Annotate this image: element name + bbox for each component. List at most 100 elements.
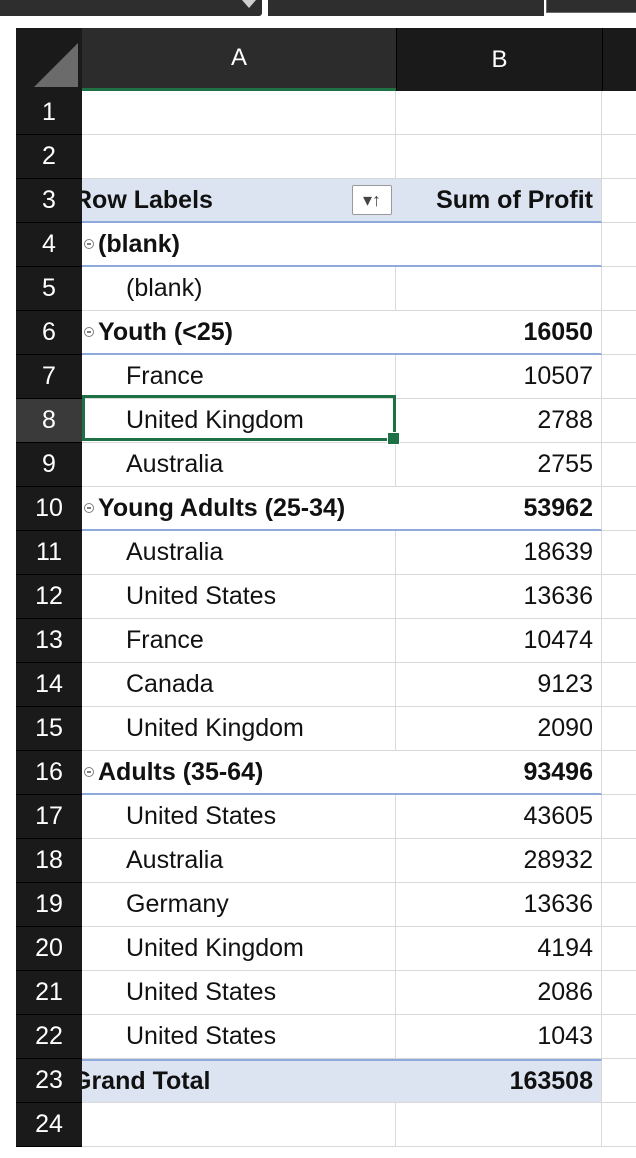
cell-c[interactable] bbox=[602, 91, 636, 135]
row-header[interactable]: 19 bbox=[16, 883, 82, 927]
formula-bar[interactable] bbox=[268, 0, 544, 16]
cell-c[interactable] bbox=[602, 487, 636, 531]
cell-c[interactable] bbox=[602, 399, 636, 443]
cell-a[interactable]: United States bbox=[82, 971, 396, 1015]
cell-b[interactable]: 1043 bbox=[396, 1015, 602, 1059]
select-all-button[interactable] bbox=[16, 28, 83, 91]
collapse-minus-icon[interactable] bbox=[84, 239, 94, 249]
row-header[interactable]: 8 bbox=[16, 399, 82, 443]
name-box[interactable] bbox=[0, 0, 262, 16]
cell-c[interactable] bbox=[602, 1059, 636, 1103]
row-header[interactable]: 15 bbox=[16, 707, 82, 751]
cell-c[interactable] bbox=[602, 971, 636, 1015]
row-header[interactable]: 22 bbox=[16, 1015, 82, 1059]
cell-b[interactable]: 16050 bbox=[396, 311, 602, 355]
cell-b[interactable]: 93496 bbox=[396, 751, 602, 795]
cell-b[interactable]: Sum of Profit bbox=[396, 179, 602, 223]
cell-a[interactable]: Australia bbox=[82, 839, 396, 883]
row-header[interactable]: 2 bbox=[16, 135, 82, 179]
row-header[interactable]: 6 bbox=[16, 311, 82, 355]
cell-b[interactable] bbox=[396, 1103, 602, 1147]
row-header[interactable]: 23 bbox=[16, 1059, 82, 1103]
cell-a[interactable]: Germany bbox=[82, 883, 396, 927]
cell-a[interactable]: (blank) bbox=[82, 267, 396, 311]
cell-c[interactable] bbox=[602, 223, 636, 267]
cell-b[interactable]: 18639 bbox=[396, 531, 602, 575]
cell-c[interactable] bbox=[602, 619, 636, 663]
cell-c[interactable] bbox=[602, 707, 636, 751]
cell-b[interactable]: 2090 bbox=[396, 707, 602, 751]
cell-c[interactable] bbox=[602, 1103, 636, 1147]
cell-c[interactable] bbox=[602, 531, 636, 575]
cell-a[interactable]: Young Adults (25-34) bbox=[82, 487, 396, 531]
cell-b[interactable]: 13636 bbox=[396, 883, 602, 927]
formula-bar-right[interactable] bbox=[546, 0, 636, 13]
cell-b[interactable]: 13636 bbox=[396, 575, 602, 619]
cell-a[interactable]: Australia bbox=[82, 531, 396, 575]
column-header-c[interactable] bbox=[602, 28, 636, 91]
cell-c[interactable] bbox=[602, 575, 636, 619]
row-header[interactable]: 5 bbox=[16, 267, 82, 311]
row-header[interactable]: 24 bbox=[16, 1103, 82, 1147]
row-header[interactable]: 14 bbox=[16, 663, 82, 707]
row-header[interactable]: 11 bbox=[16, 531, 82, 575]
row-header[interactable]: 7 bbox=[16, 355, 82, 399]
cell-b[interactable] bbox=[396, 135, 602, 179]
cell-b[interactable]: 43605 bbox=[396, 795, 602, 839]
cell-a[interactable]: (blank) bbox=[82, 223, 396, 267]
cell-b[interactable]: 2788 bbox=[396, 399, 602, 443]
cell-b[interactable] bbox=[396, 223, 602, 267]
cell-c[interactable] bbox=[602, 179, 636, 223]
cell-a[interactable]: Canada bbox=[82, 663, 396, 707]
cell-a[interactable]: United States bbox=[82, 795, 396, 839]
cell-c[interactable] bbox=[602, 1015, 636, 1059]
cell-b[interactable] bbox=[396, 91, 602, 135]
row-header[interactable]: 10 bbox=[16, 487, 82, 531]
cell-b[interactable]: 4194 bbox=[396, 927, 602, 971]
cell-b[interactable]: 10507 bbox=[396, 355, 602, 399]
cell-c[interactable] bbox=[602, 883, 636, 927]
column-header-a[interactable]: A bbox=[82, 28, 396, 91]
cell-a[interactable]: United States bbox=[82, 1015, 396, 1059]
cell-b[interactable]: 163508 bbox=[396, 1059, 602, 1103]
row-header[interactable]: 20 bbox=[16, 927, 82, 971]
collapse-minus-icon[interactable] bbox=[84, 327, 94, 337]
cell-c[interactable] bbox=[602, 839, 636, 883]
row-header[interactable]: 9 bbox=[16, 443, 82, 487]
cell-c[interactable] bbox=[602, 355, 636, 399]
cell-b[interactable]: 2086 bbox=[396, 971, 602, 1015]
row-header[interactable]: 21 bbox=[16, 971, 82, 1015]
row-header[interactable]: 1 bbox=[16, 91, 82, 135]
row-header[interactable]: 3 bbox=[16, 179, 82, 223]
cell-a[interactable] bbox=[82, 1103, 396, 1147]
collapse-minus-icon[interactable] bbox=[84, 503, 94, 513]
cell-b[interactable]: 9123 bbox=[396, 663, 602, 707]
row-header[interactable]: 18 bbox=[16, 839, 82, 883]
cell-a[interactable]: United States bbox=[82, 575, 396, 619]
cell-a[interactable]: United Kingdom bbox=[82, 927, 396, 971]
cell-a[interactable]: France bbox=[82, 619, 396, 663]
cell-b[interactable] bbox=[396, 267, 602, 311]
cell-a[interactable]: Grand Total bbox=[82, 1059, 396, 1103]
cell-a[interactable]: Australia bbox=[82, 443, 396, 487]
cell-a[interactable]: France bbox=[82, 355, 396, 399]
cell-c[interactable] bbox=[602, 751, 636, 795]
chevron-down-icon[interactable] bbox=[242, 0, 256, 8]
cell-b[interactable]: 10474 bbox=[396, 619, 602, 663]
row-header[interactable]: 12 bbox=[16, 575, 82, 619]
cell-c[interactable] bbox=[602, 927, 636, 971]
cell-c[interactable] bbox=[602, 663, 636, 707]
cell-c[interactable] bbox=[602, 311, 636, 355]
cell-b[interactable]: 2755 bbox=[396, 443, 602, 487]
row-header[interactable]: 4 bbox=[16, 223, 82, 267]
column-header-b[interactable]: B bbox=[396, 28, 602, 91]
cell-a[interactable]: Youth (<25) bbox=[82, 311, 396, 355]
cell-c[interactable] bbox=[602, 135, 636, 179]
cell-a[interactable]: United Kingdom bbox=[82, 707, 396, 751]
cell-a[interactable] bbox=[82, 91, 396, 135]
cell-c[interactable] bbox=[602, 267, 636, 311]
collapse-minus-icon[interactable] bbox=[84, 767, 94, 777]
cell-c[interactable] bbox=[602, 795, 636, 839]
row-header[interactable]: 13 bbox=[16, 619, 82, 663]
cell-b[interactable]: 53962 bbox=[396, 487, 602, 531]
